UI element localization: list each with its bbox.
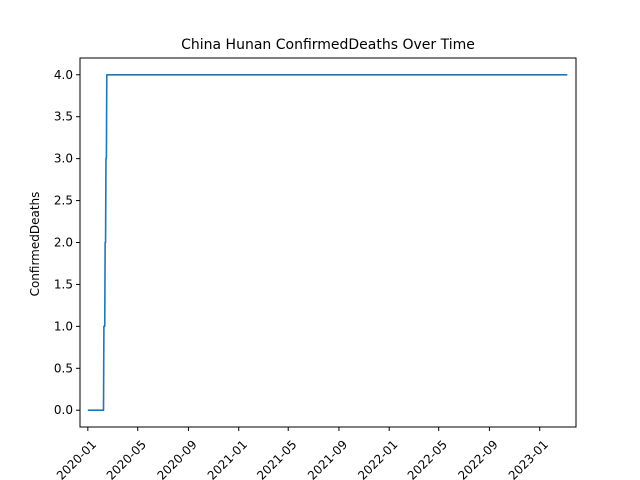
y-tick-label: 1.5 [54,277,73,291]
y-tick-label: 4.0 [54,68,73,82]
x-tick-label: 2021-05 [254,437,299,480]
y-tick-label: 0.5 [54,361,73,375]
y-tick-label: 2.0 [54,236,73,250]
x-tick-label: 2020-05 [104,437,149,480]
series-line [87,73,568,412]
y-tick-label: 3.5 [54,110,73,124]
x-axis: 2020-01 2020-05 2020-09 2021-01 2021-05 2021-… [54,427,551,480]
chart-title: China Hunan ConfirmedDeaths Over Time [181,37,475,53]
y-tick-label: 0.0 [54,403,73,417]
x-tick-label: 2020-09 [154,437,199,480]
y-axis-label: ConfirmedDeaths [28,192,42,297]
y-tick-label: 1.0 [54,319,73,333]
x-tick-label: 2023-01 [506,437,551,480]
series-layer [87,73,568,412]
plot-frame [79,57,577,428]
y-tick-label: 2.5 [54,194,73,208]
y-tick-label: 3.0 [54,152,73,166]
y-axis: 0.0 0.5 1.0 1.5 2.0 2.5 3.0 3.5 4.0 [54,68,80,417]
x-tick-label: 2021-01 [205,437,250,480]
x-tick-label: 2022-09 [455,437,500,480]
x-tick-label: 2021-09 [305,437,350,480]
x-tick-label: 2022-01 [355,437,400,480]
x-tick-label: 2020-01 [54,437,99,480]
x-tick-label: 2022-05 [405,437,450,480]
